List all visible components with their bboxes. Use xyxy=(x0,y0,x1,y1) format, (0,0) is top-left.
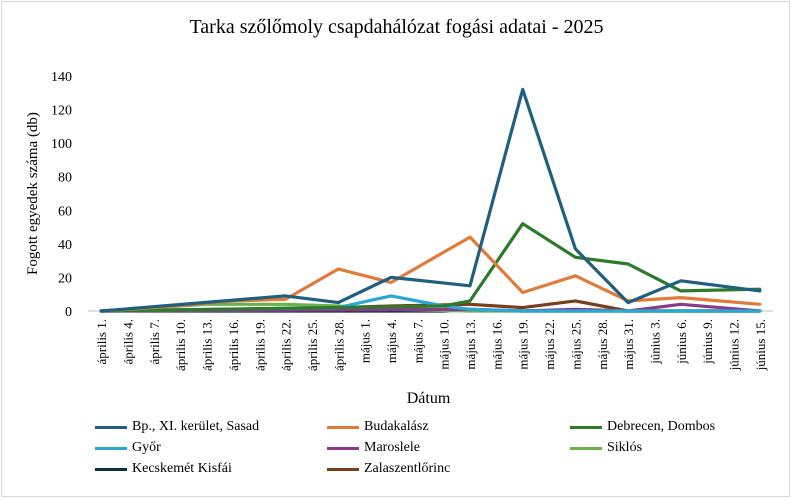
legend-label: Siklós xyxy=(607,440,643,455)
legend-swatch xyxy=(327,425,359,429)
y-tick-label: 0 xyxy=(65,305,72,320)
legend-item: Zalaszentlőrinc xyxy=(327,461,450,477)
x-tick-label: május 10. xyxy=(437,319,452,370)
x-tick-label: április 10. xyxy=(173,319,188,371)
x-tick-label: április 25. xyxy=(305,319,320,371)
legend-item: Bp., XI. kerület, Sasad xyxy=(95,419,259,435)
y-tick-label: 60 xyxy=(58,204,72,219)
x-tick-label: június 15. xyxy=(753,319,768,371)
legend-swatch xyxy=(570,425,602,429)
legend-swatch xyxy=(327,446,359,450)
x-tick-label: június 9. xyxy=(700,319,715,365)
legend-item: Budakalász xyxy=(327,419,429,435)
y-tick-label: 20 xyxy=(58,271,72,286)
x-tick-label: április 7. xyxy=(147,319,162,365)
legend-item: Kecskemét Kisfái xyxy=(95,461,232,477)
chart-title: Tarka szőlőmoly csapdahálózat fogási ada… xyxy=(189,16,604,38)
y-tick-label: 80 xyxy=(58,171,72,186)
legend-label: Budakalász xyxy=(364,419,429,434)
legend-swatch xyxy=(570,446,602,450)
x-tick-label: április 13. xyxy=(200,319,215,371)
legend-label: Debrecen, Dombos xyxy=(607,419,716,434)
x-axis-title: Dátum xyxy=(407,390,451,407)
legend-swatch xyxy=(95,425,127,429)
x-tick-label: május 13. xyxy=(463,319,478,370)
y-tick-label: 140 xyxy=(51,70,72,85)
x-tick-label: május 28. xyxy=(595,319,610,370)
legend-label: Győr xyxy=(132,440,161,455)
x-tick-label: május 25. xyxy=(568,319,583,370)
x-tick-label: április 1. xyxy=(94,319,109,365)
legend-item: Debrecen, Dombos xyxy=(570,419,715,435)
y-tick-label: 40 xyxy=(58,238,72,253)
legend-label: Bp., XI. kerület, Sasad xyxy=(132,419,260,434)
y-tick-label: 120 xyxy=(51,104,72,119)
x-tick-label: április 28. xyxy=(331,319,346,371)
series-line xyxy=(99,235,762,313)
legend-label: Kecskemét Kisfái xyxy=(132,461,232,476)
x-tick-label: április 4. xyxy=(121,319,136,365)
x-tick-label: április 19. xyxy=(252,319,267,371)
series-line xyxy=(99,222,762,313)
x-tick-label: május 7. xyxy=(410,319,425,363)
legend-item: Maroslele xyxy=(327,440,420,456)
x-tick-label: május 31. xyxy=(621,319,636,370)
x-tick-label: június 6. xyxy=(674,319,689,365)
legend-item: Siklós xyxy=(570,440,642,456)
x-tick-label: április 22. xyxy=(279,319,294,371)
legend-label: Zalaszentlőrinc xyxy=(364,461,451,476)
legend-swatch xyxy=(327,467,359,471)
x-tick-label: május 22. xyxy=(542,319,557,370)
x-tick-label: április 16. xyxy=(226,319,241,371)
legend-item: Győr xyxy=(95,440,161,456)
x-tick-label: június 12. xyxy=(726,319,741,371)
x-tick-label: május 16. xyxy=(489,319,504,370)
legend-label: Maroslele xyxy=(364,440,420,455)
x-tick-label: május 19. xyxy=(516,319,531,370)
x-tick-label: június 3. xyxy=(647,319,662,365)
legend-swatch xyxy=(95,446,127,450)
legend-swatch xyxy=(95,467,127,471)
x-tick-label: május 4. xyxy=(384,319,399,363)
series-line xyxy=(99,87,762,313)
y-axis-title: Fogott egyedek száma (db) xyxy=(25,112,41,275)
x-tick-label: május 1. xyxy=(358,319,373,363)
y-tick-label: 100 xyxy=(51,137,72,152)
